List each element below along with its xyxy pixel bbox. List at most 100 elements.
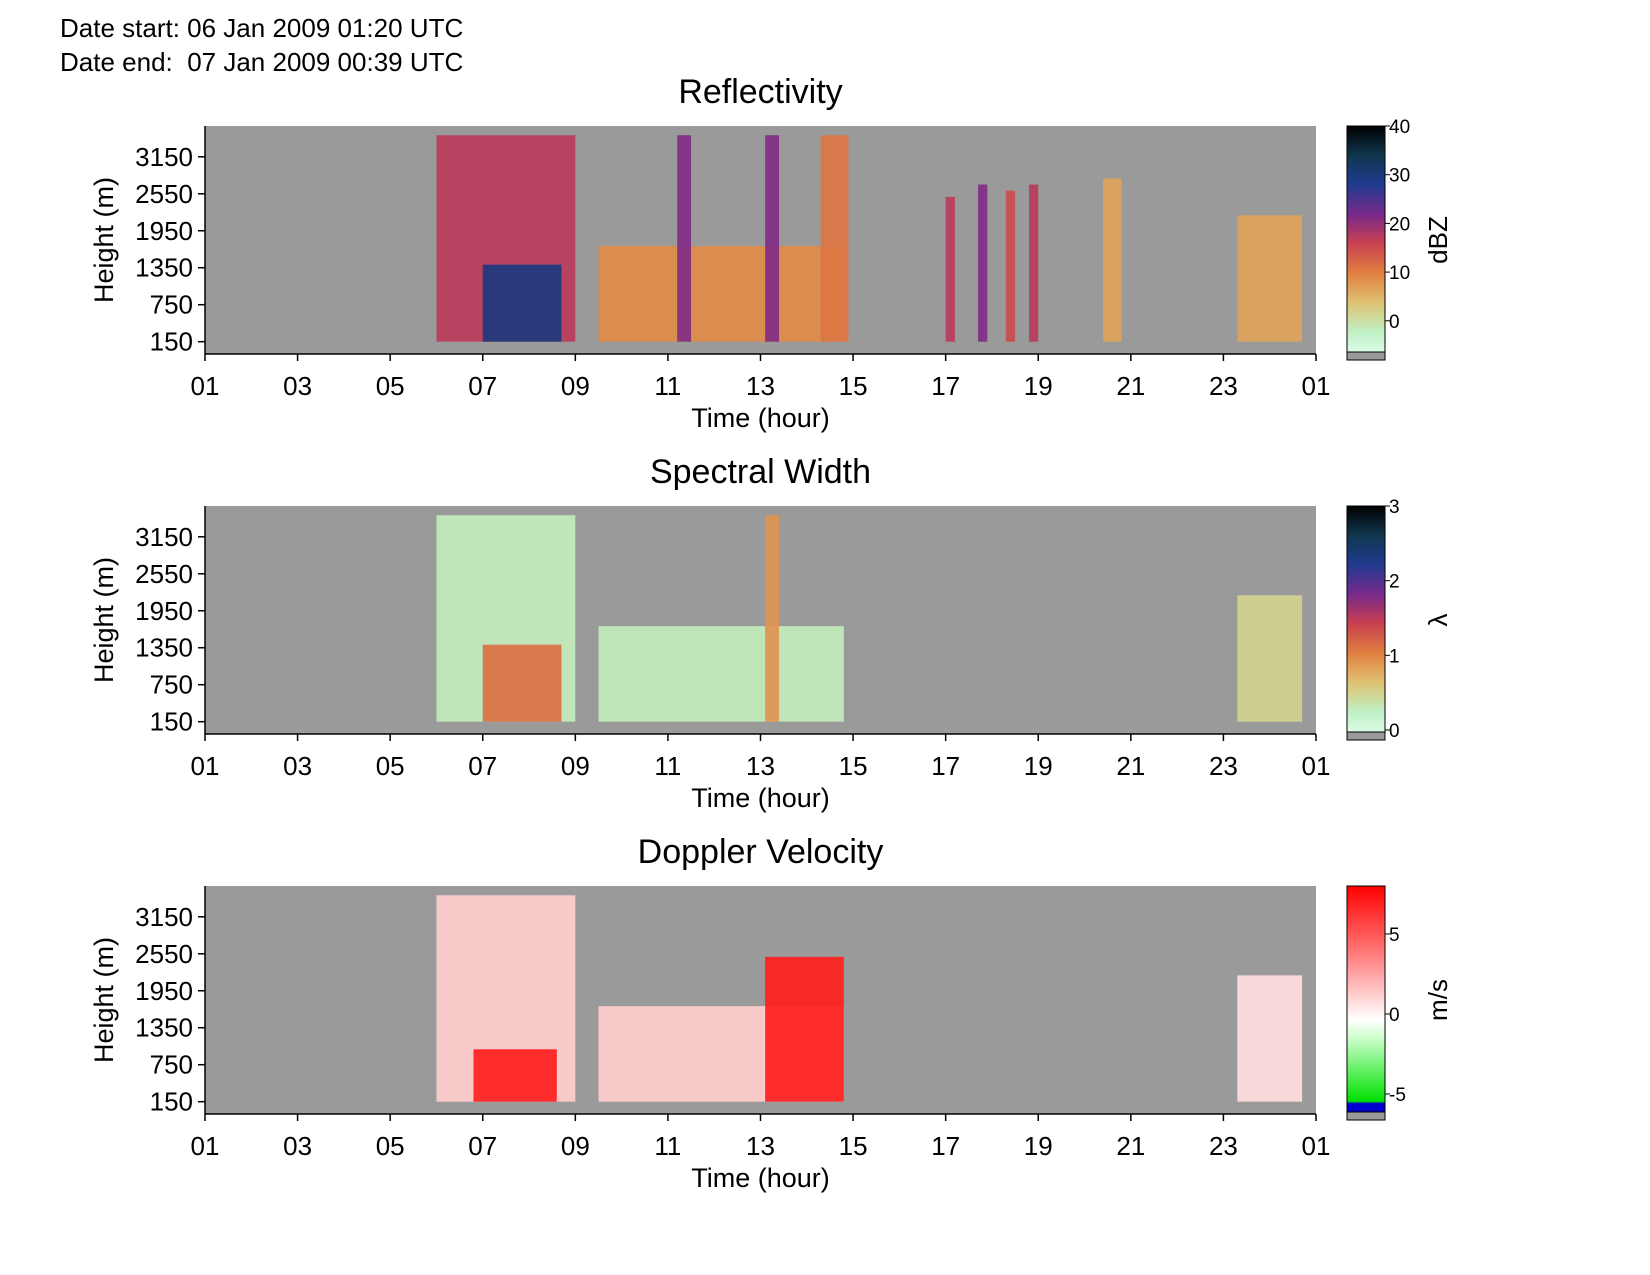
y-tick-label: 1950	[135, 596, 193, 626]
x-tick-label: 17	[931, 751, 960, 781]
x-tick-label: 11	[654, 751, 681, 781]
colorbar-tick-label: 5	[1389, 925, 1400, 946]
chart-title: Spectral Width	[650, 453, 871, 491]
y-axis-label: Height (m)	[89, 557, 119, 683]
x-tick-label: 23	[1209, 751, 1238, 781]
data-cell	[677, 135, 692, 342]
x-tick-label: 21	[1116, 1131, 1145, 1161]
data-cell	[945, 196, 955, 342]
x-tick-label: 09	[561, 1131, 590, 1161]
data-cell	[765, 956, 844, 1102]
x-tick-label: 05	[376, 1131, 405, 1161]
x-tick-label: 09	[561, 751, 590, 781]
x-axis-label: Time (hour)	[691, 783, 830, 813]
colorbar-tick-label: 2	[1389, 572, 1400, 593]
x-tick-label: 01	[191, 371, 220, 401]
colorbar-tick-label: 20	[1389, 214, 1410, 235]
x-tick-label: 03	[283, 1131, 312, 1161]
colorbar-tick-label: 1	[1389, 646, 1400, 667]
x-tick-label: 19	[1024, 751, 1053, 781]
x-tick-label: 23	[1209, 371, 1238, 401]
colorbar-label: m/s	[1423, 979, 1453, 1021]
x-tick-label: 23	[1209, 1131, 1238, 1161]
x-tick-label: 09	[561, 371, 590, 401]
y-axis-label: Height (m)	[89, 177, 119, 303]
colorbar-tick-label: 30	[1389, 166, 1410, 187]
colorbar-tick-label: 40	[1389, 117, 1410, 138]
x-tick-label: 19	[1024, 371, 1053, 401]
y-tick-label: 1950	[135, 216, 193, 246]
x-tick-label: 11	[654, 1131, 681, 1161]
data-cell	[598, 246, 844, 342]
x-tick-label: 07	[468, 751, 497, 781]
x-axis-label: Time (hour)	[691, 1163, 830, 1193]
data-cell	[820, 135, 849, 342]
x-tick-label: 05	[376, 751, 405, 781]
x-tick-label: 13	[746, 1131, 775, 1161]
y-tick-label: 150	[150, 707, 193, 737]
x-tick-label: 01	[191, 1131, 220, 1161]
x-tick-label: 01	[1302, 371, 1331, 401]
data-cell	[765, 135, 780, 342]
colorbar-label: dBZ	[1423, 216, 1453, 264]
data-cell	[978, 184, 988, 342]
x-tick-label: 07	[468, 371, 497, 401]
x-tick-label: 21	[1116, 751, 1145, 781]
colorbar-nodata-swatch	[1346, 1111, 1386, 1121]
data-cell	[598, 626, 844, 722]
y-tick-label: 750	[150, 1050, 193, 1080]
chart-title: Reflectivity	[678, 73, 842, 111]
x-tick-label: 15	[839, 1131, 868, 1161]
data-cell	[473, 1049, 557, 1102]
y-tick-label: 750	[150, 670, 193, 700]
colorbar	[1346, 505, 1386, 741]
data-cell	[1005, 190, 1016, 342]
y-tick-label: 150	[150, 327, 193, 357]
y-tick-label: 2550	[135, 179, 193, 209]
x-tick-label: 17	[931, 1131, 960, 1161]
y-tick-label: 3150	[135, 522, 193, 552]
data-cell	[1103, 178, 1122, 342]
date-start-label: Date start: 06 Jan 2009 01:20 UTC	[60, 13, 464, 43]
colorbar-tick-label: 0	[1389, 721, 1400, 742]
colorbar-label: λ	[1423, 614, 1453, 627]
data-cell	[482, 264, 562, 342]
data-cell	[1028, 184, 1039, 342]
x-tick-label: 01	[1302, 1131, 1331, 1161]
y-tick-label: 2550	[135, 559, 193, 589]
panel-doppler-velocity: Doppler Velocity 150 750 1350 1950 2550 3150 01…	[89, 833, 1453, 1193]
x-tick-label: 15	[839, 751, 868, 781]
colorbar	[1346, 885, 1386, 1121]
data-cell	[1237, 975, 1303, 1102]
x-tick-label: 21	[1116, 371, 1145, 401]
y-tick-label: 1950	[135, 976, 193, 1006]
colorbar-tick-label: 0	[1389, 312, 1400, 333]
y-tick-label: 3150	[135, 902, 193, 932]
y-tick-label: 1350	[135, 633, 193, 663]
x-tick-label: 17	[931, 371, 960, 401]
y-tick-label: 2550	[135, 939, 193, 969]
y-tick-label: 750	[150, 290, 193, 320]
x-tick-label: 13	[746, 371, 775, 401]
colorbar-nodata-swatch	[1346, 731, 1386, 741]
data-cell	[482, 644, 562, 722]
y-tick-label: 1350	[135, 1013, 193, 1043]
data-cell	[765, 515, 780, 722]
x-axis-label: Time (hour)	[691, 403, 830, 433]
x-tick-label: 05	[376, 371, 405, 401]
x-tick-label: 03	[283, 751, 312, 781]
x-tick-label: 03	[283, 371, 312, 401]
x-tick-label: 15	[839, 371, 868, 401]
data-cell	[1237, 595, 1303, 722]
y-tick-label: 150	[150, 1087, 193, 1117]
data-cell	[1237, 215, 1303, 342]
colorbar-tick-label: 3	[1389, 497, 1400, 518]
colorbar	[1346, 125, 1386, 361]
x-tick-label: 01	[191, 751, 220, 781]
chart-title: Doppler Velocity	[638, 833, 884, 871]
x-tick-label: 13	[746, 751, 775, 781]
x-tick-label: 01	[1302, 751, 1331, 781]
colorbar-nodata-swatch	[1346, 351, 1386, 361]
y-axis-label: Height (m)	[89, 937, 119, 1063]
